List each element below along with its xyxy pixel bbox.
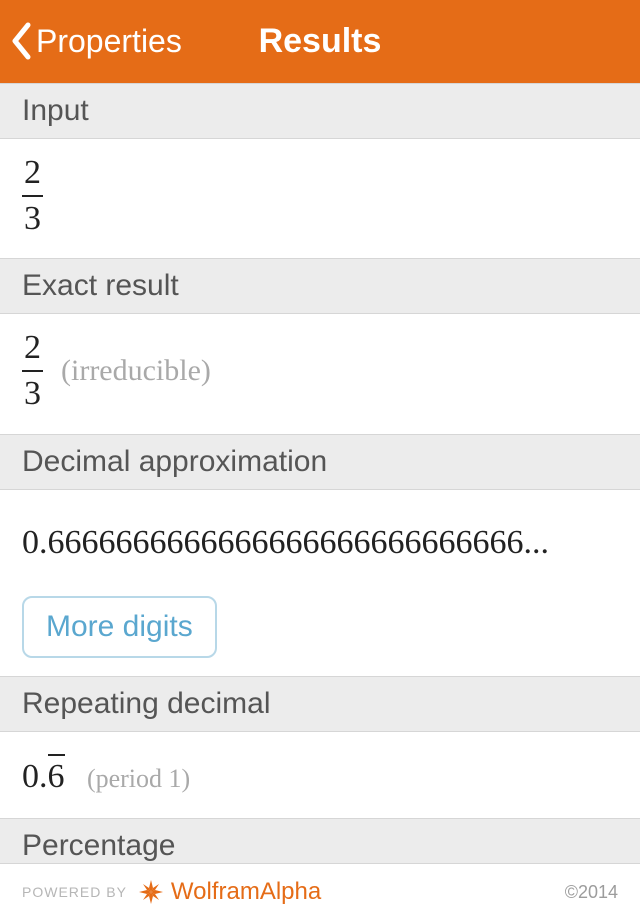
section-body-decimal: 0.6666666666666666666666666666... More d… bbox=[0, 490, 640, 676]
wolfram-bold: Wolfram bbox=[171, 878, 260, 905]
repeating-value: 0.6 bbox=[22, 754, 65, 796]
section-header-input: Input bbox=[0, 83, 640, 139]
copyright: ©2014 bbox=[565, 882, 618, 903]
fraction-numerator: 2 bbox=[22, 330, 43, 368]
section-header-repeating: Repeating decimal bbox=[0, 676, 640, 732]
exact-annotation: (irreducible) bbox=[61, 354, 211, 388]
section-header-decimal: Decimal approximation bbox=[0, 434, 640, 490]
chevron-left-icon bbox=[10, 22, 32, 60]
section-body-exact: 2 3 (irreducible) bbox=[0, 314, 640, 433]
repeating-period-note: (period 1) bbox=[87, 764, 190, 793]
back-label: Properties bbox=[36, 23, 182, 60]
exact-fraction: 2 3 bbox=[22, 330, 43, 411]
fraction-bar bbox=[22, 370, 43, 372]
wolfram-logo: WolframAlpha bbox=[137, 878, 321, 906]
section-header-exact: Exact result bbox=[0, 258, 640, 314]
wolfram-wordmark: WolframAlpha bbox=[171, 878, 321, 906]
section-body-repeating: 0.6 (period 1) bbox=[0, 732, 640, 818]
fraction-denominator: 3 bbox=[22, 374, 43, 412]
navbar: Properties Results bbox=[0, 0, 640, 83]
powered-by-group[interactable]: POWERED BY WolframAlpha bbox=[22, 878, 321, 906]
input-fraction: 2 3 bbox=[22, 155, 43, 236]
wolfram-light: Alpha bbox=[260, 878, 321, 905]
page-title: Results bbox=[259, 22, 382, 61]
wolfram-mark-icon bbox=[137, 878, 165, 906]
footer: POWERED BY WolframAlpha bbox=[0, 863, 640, 920]
powered-by-label: POWERED BY bbox=[22, 884, 127, 900]
content: Input 2 3 Exact result 2 3 (irreducible)… bbox=[0, 83, 640, 864]
fraction-bar bbox=[22, 195, 43, 197]
back-button[interactable]: Properties bbox=[10, 22, 182, 60]
section-header-percentage: Percentage bbox=[0, 818, 640, 864]
fraction-denominator: 3 bbox=[22, 199, 43, 237]
more-digits-button[interactable]: More digits bbox=[22, 596, 217, 658]
fraction-numerator: 2 bbox=[22, 155, 43, 193]
repeating-repetend: 6 bbox=[48, 754, 65, 796]
decimal-value: 0.6666666666666666666666666666... bbox=[22, 524, 618, 562]
repeating-leading: 0. bbox=[22, 758, 48, 796]
section-body-input: 2 3 bbox=[0, 139, 640, 258]
